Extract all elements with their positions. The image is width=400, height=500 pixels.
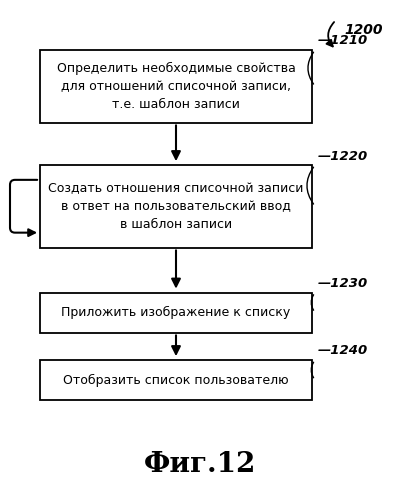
Text: Фиг.12: Фиг.12 — [144, 452, 256, 478]
Text: —1240: —1240 — [318, 344, 368, 358]
Text: Отобразить список пользователю: Отобразить список пользователю — [63, 374, 289, 386]
Text: 1200: 1200 — [344, 22, 382, 36]
Text: Приложить изображение к списку: Приложить изображение к списку — [61, 306, 291, 319]
FancyBboxPatch shape — [40, 360, 312, 400]
Text: Определить необходимые свойства
для отношений списочной записи,
т.е. шаблон запи: Определить необходимые свойства для отно… — [56, 62, 296, 111]
FancyBboxPatch shape — [40, 165, 312, 248]
FancyBboxPatch shape — [40, 292, 312, 333]
Text: —1220: —1220 — [318, 150, 368, 162]
Text: Создать отношения списочной записи
в ответ на пользовательский ввод
в шаблон зап: Создать отношения списочной записи в отв… — [48, 182, 304, 231]
FancyBboxPatch shape — [40, 50, 312, 122]
Text: —1230: —1230 — [318, 277, 368, 290]
FancyArrowPatch shape — [10, 180, 37, 236]
Text: —1210: —1210 — [318, 34, 368, 48]
